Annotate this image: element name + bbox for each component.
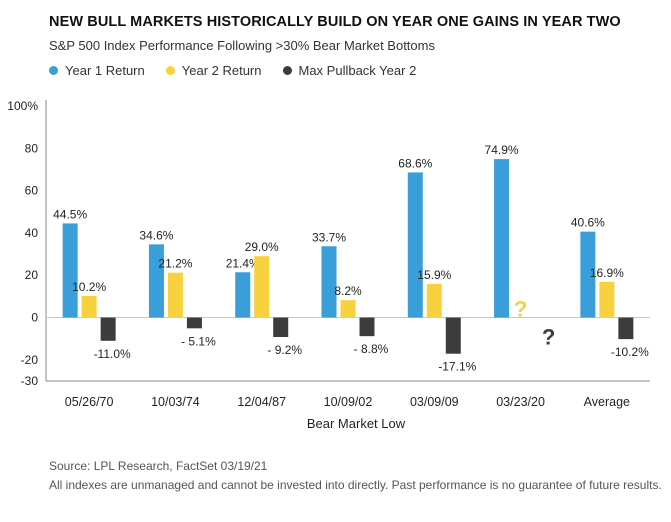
bar <box>599 281 615 318</box>
data-label: 34.6% <box>139 228 173 242</box>
data-label: -11.0% <box>94 347 131 361</box>
data-label: 33.7% <box>312 230 346 244</box>
legend-item-year1: Year 1 Return <box>49 63 145 78</box>
y-tick-label: 20 <box>25 268 39 282</box>
y-tick-label: 40 <box>25 226 39 240</box>
data-label: - 5.1% <box>181 334 216 348</box>
legend-swatch-pullback <box>282 66 292 75</box>
source-note: Source: LPL Research, FactSet 03/19/21 <box>49 459 268 473</box>
x-tick-label: Average <box>584 395 630 409</box>
legend-swatch-year2 <box>165 66 175 75</box>
data-label: 74.9% <box>485 143 519 157</box>
bar <box>618 317 634 340</box>
unknown-marker: ? <box>542 325 555 350</box>
data-label: 44.5% <box>53 207 87 221</box>
y-tick-label: 60 <box>25 184 39 198</box>
chart-legend: Year 1 Return Year 2 Return Max Pullback… <box>49 63 437 78</box>
chart-plot: 100% 80 60 40 20 0 -20 -30 44.5% 10.2% -11.0% 05/26… <box>7 99 650 431</box>
legend-label-year1: Year 1 Return <box>65 63 145 78</box>
data-label: -10.2% <box>611 345 649 359</box>
x-tick-label: 10/03/74 <box>151 395 200 409</box>
bar <box>186 317 202 329</box>
data-label: 8.2% <box>334 284 362 298</box>
bar <box>100 317 116 341</box>
bar <box>62 223 78 318</box>
data-label: 10.2% <box>72 280 106 294</box>
bar <box>494 159 510 318</box>
bar <box>580 231 596 318</box>
x-axis-title: Bear Market Low <box>307 416 406 431</box>
data-label: 15.9% <box>417 268 451 282</box>
y-tick-label: 100% <box>7 99 38 113</box>
bar <box>235 272 251 318</box>
bar <box>407 172 423 318</box>
x-tick-label: 03/09/09 <box>410 395 459 409</box>
bar <box>359 317 375 337</box>
y-tick-label: -30 <box>21 374 39 388</box>
data-label: - 8.8% <box>354 342 389 356</box>
disclaimer-note: All indexes are unmanaged and cannot be … <box>49 478 662 492</box>
unknown-marker: ? <box>514 297 527 322</box>
legend-label-pullback: Max Pullback Year 2 <box>298 63 417 78</box>
bar <box>321 246 337 318</box>
bar <box>445 317 461 354</box>
data-label: 21.2% <box>158 257 192 271</box>
bar <box>340 300 356 318</box>
bar <box>426 283 442 318</box>
data-label: 21.4% <box>226 256 260 270</box>
y-tick-label: 0 <box>31 311 38 325</box>
legend-swatch-year1 <box>49 66 58 75</box>
legend-item-pullback: Max Pullback Year 2 <box>282 63 417 78</box>
data-label: -17.1% <box>438 360 476 374</box>
chart-title: NEW BULL MARKETS HISTORICALLY BUILD ON Y… <box>49 14 621 30</box>
x-tick-label: 12/04/87 <box>237 395 286 409</box>
bar <box>273 317 289 337</box>
bar <box>148 244 164 318</box>
data-label: - 9.2% <box>267 343 302 357</box>
x-tick-label: 05/26/70 <box>65 395 114 409</box>
bar <box>167 272 183 318</box>
data-label: 29.0% <box>245 240 279 254</box>
data-label: 68.6% <box>398 156 432 170</box>
data-label: 16.9% <box>590 266 624 280</box>
y-tick-label: -20 <box>21 353 39 367</box>
legend-label-year2: Year 2 Return <box>181 63 262 78</box>
x-tick-label: 03/23/20 <box>496 395 545 409</box>
chart-subtitle: S&P 500 Index Performance Following >30%… <box>49 38 435 53</box>
bar <box>254 256 270 318</box>
y-tick-label: 80 <box>25 141 39 155</box>
bar <box>81 295 97 318</box>
x-tick-label: 10/09/02 <box>324 395 373 409</box>
legend-item-year2: Year 2 Return <box>165 63 262 78</box>
data-label: 40.6% <box>571 216 605 230</box>
